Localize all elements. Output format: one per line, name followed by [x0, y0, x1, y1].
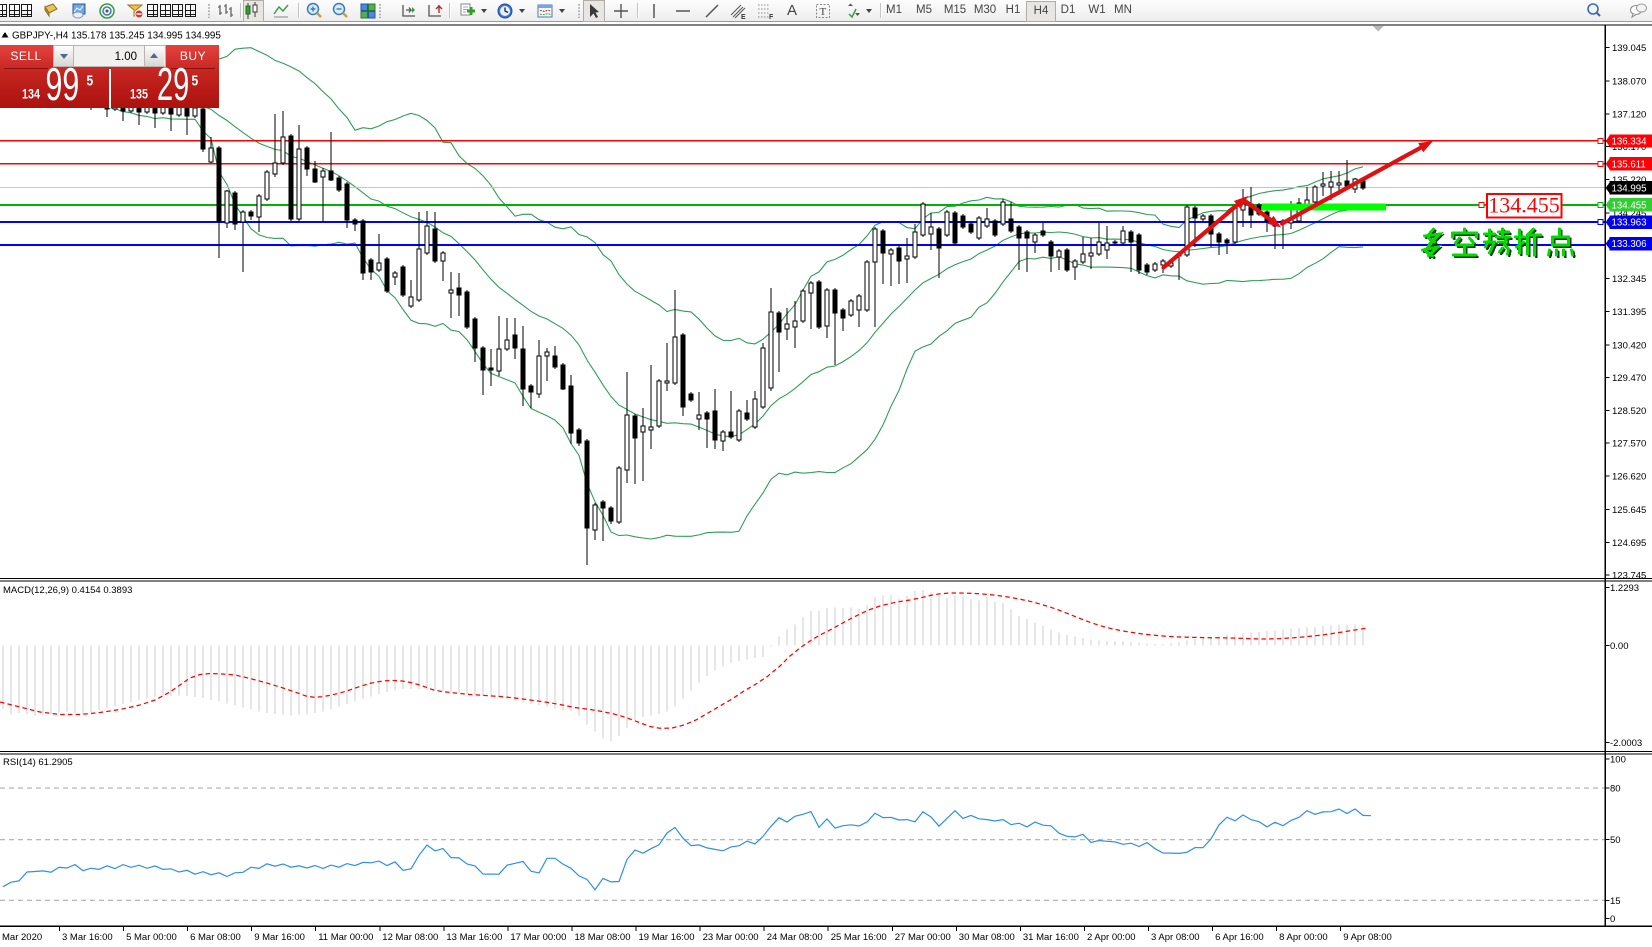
svg-text:137.120: 137.120	[1612, 109, 1646, 120]
svg-text:25 Mar 16:00: 25 Mar 16:00	[831, 932, 887, 943]
svg-text:50: 50	[1610, 835, 1621, 846]
svg-text:134.455: 134.455	[1612, 201, 1647, 212]
svg-text:135.220: 135.220	[1612, 175, 1646, 186]
svg-text:99: 99	[46, 60, 80, 109]
svg-text:5: 5	[192, 72, 199, 89]
svg-text:23 Mar 00:00: 23 Mar 00:00	[703, 932, 759, 943]
svg-text:133.306: 133.306	[1612, 239, 1647, 250]
svg-text:RSI(14) 61.2905: RSI(14) 61.2905	[3, 757, 73, 768]
svg-text:135: 135	[130, 86, 148, 101]
svg-text:127.570: 127.570	[1612, 439, 1646, 450]
svg-text:5: 5	[87, 72, 94, 89]
svg-text:GBPJPY-,H4 135.178 135.245 13: GBPJPY-,H4 135.178 135.245 134.995 134.9…	[12, 31, 221, 42]
svg-text:128.520: 128.520	[1612, 406, 1646, 417]
svg-text:134: 134	[22, 86, 40, 101]
svg-text:5 Mar 00:00: 5 Mar 00:00	[126, 932, 177, 943]
svg-text:126.620: 126.620	[1612, 471, 1646, 482]
svg-text:13 Mar 16:00: 13 Mar 16:00	[446, 932, 502, 943]
svg-text:136.334: 136.334	[1612, 137, 1648, 148]
svg-text:133.963: 133.963	[1612, 218, 1647, 229]
svg-text:132.345: 132.345	[1612, 274, 1646, 285]
svg-text:8 Apr 00:00: 8 Apr 00:00	[1279, 932, 1328, 943]
svg-text:2 Apr 00:00: 2 Apr 00:00	[1087, 932, 1136, 943]
svg-text:80: 80	[1610, 784, 1621, 795]
svg-text:T: T	[820, 6, 827, 18]
svg-text:0: 0	[1610, 914, 1615, 925]
svg-text:24 Mar 08:00: 24 Mar 08:00	[767, 932, 823, 943]
svg-text:Mar 2020: Mar 2020	[2, 932, 42, 943]
svg-text:11 Mar 00:00: 11 Mar 00:00	[318, 932, 373, 943]
svg-text:139.045: 139.045	[1612, 43, 1646, 54]
svg-text:31 Mar 16:00: 31 Mar 16:00	[1023, 932, 1079, 943]
svg-text:18 Mar 08:00: 18 Mar 08:00	[575, 932, 631, 943]
svg-text:134.995: 134.995	[1612, 184, 1647, 195]
svg-text:F: F	[769, 14, 774, 21]
svg-text:12 Mar 08:00: 12 Mar 08:00	[382, 932, 438, 943]
svg-text:131.395: 131.395	[1612, 307, 1646, 318]
svg-text:123.745: 123.745	[1612, 571, 1646, 582]
svg-text:27 Mar 00:00: 27 Mar 00:00	[895, 932, 951, 943]
svg-text:129.470: 129.470	[1612, 373, 1646, 384]
svg-text:19 Mar 16:00: 19 Mar 16:00	[639, 932, 695, 943]
svg-text:15: 15	[1610, 896, 1621, 907]
svg-text:17 Mar 00:00: 17 Mar 00:00	[510, 932, 566, 943]
svg-text:30 Mar 08:00: 30 Mar 08:00	[959, 932, 1015, 943]
svg-text:134.245: 134.245	[1612, 209, 1646, 220]
svg-text:-2.0003: -2.0003	[1610, 738, 1642, 749]
svg-text:6 Mar 08:00: 6 Mar 08:00	[190, 932, 241, 943]
svg-text:3 Apr 08:00: 3 Apr 08:00	[1151, 932, 1200, 943]
svg-text:124.695: 124.695	[1612, 538, 1646, 549]
svg-text:134.455: 134.455	[1488, 193, 1560, 218]
svg-text:100: 100	[1610, 755, 1626, 766]
svg-text:3 Mar 16:00: 3 Mar 16:00	[62, 932, 113, 943]
svg-text:6 Apr 16:00: 6 Apr 16:00	[1215, 932, 1264, 943]
svg-text:135.611: 135.611	[1612, 160, 1646, 171]
svg-text:0.00: 0.00	[1610, 641, 1629, 652]
svg-text:MACD(12,26,9) 0.4154 0.3893: MACD(12,26,9) 0.4154 0.3893	[3, 585, 132, 596]
svg-text:1.2293: 1.2293	[1610, 583, 1639, 594]
svg-text:138.070: 138.070	[1612, 77, 1646, 88]
svg-text:E: E	[741, 14, 746, 21]
svg-text:9 Mar 16:00: 9 Mar 16:00	[254, 932, 305, 943]
svg-text:9 Apr 08:00: 9 Apr 08:00	[1343, 932, 1392, 943]
svg-text:29: 29	[157, 59, 189, 108]
svg-text:125.645: 125.645	[1612, 505, 1646, 516]
svg-text:130.420: 130.420	[1612, 340, 1646, 351]
